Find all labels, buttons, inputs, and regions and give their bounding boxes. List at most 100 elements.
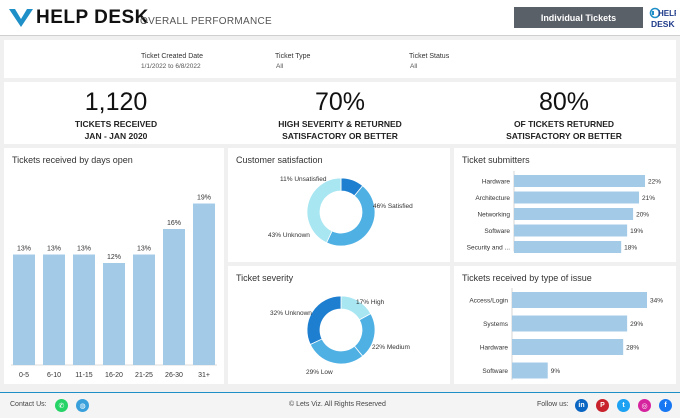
bar-value-label: 13%	[137, 246, 151, 253]
days-open-title: Tickets received by days open	[12, 155, 133, 165]
filter-ticket-status-label: Ticket Status	[409, 53, 450, 60]
bar-value-label: 19%	[197, 195, 211, 202]
whatsapp-icon[interactable]: ✆	[55, 399, 68, 412]
twitter-icon[interactable]: t	[617, 399, 630, 412]
kpi-high-severity-label: HIGH SEVERITY & RETURNED SATISFACTORY OR…	[228, 118, 452, 142]
instagram-icon[interactable]: ◎	[638, 399, 651, 412]
filter-panel: Ticket Created Date 1/1/2022 to 6/8/2022…	[4, 40, 676, 78]
x-tick-label: 31+	[198, 372, 210, 379]
filter-ticket-type-label: Ticket Type	[275, 53, 311, 60]
kpi-high-severity-value: 70%	[314, 88, 366, 116]
ticket-severity-title: Ticket severity	[236, 273, 294, 283]
ticket-severity-chart: 17% High 22% Medium 29% Low 32% Unknown	[270, 295, 410, 376]
bar-value-label: 13%	[77, 246, 91, 253]
y-tick-label: Architecture	[475, 195, 510, 202]
days-open-chart: 13% 0-5 13% 6-10 13% 11-15 12% 16-20 13% 21-25 16%…	[11, 195, 217, 379]
bar-value-label: 18%	[624, 245, 637, 252]
bar-Software	[514, 224, 628, 237]
kpi-tickets-received-label: TICKETS RECEIVED JAN - JAN 2020	[4, 118, 228, 142]
issue-type-title: Tickets received by type of issue	[462, 273, 592, 283]
y-tick-label: Software	[482, 368, 508, 375]
days-open-panel: Tickets received by days open 13% 0-5 13% 6…	[4, 148, 224, 384]
bar-value-label: 28%	[626, 345, 639, 352]
bar-16-20	[103, 263, 125, 365]
severity-slice-3	[306, 295, 342, 346]
bar-value-label: 21%	[642, 195, 655, 202]
app-title: HELP DESK	[36, 7, 149, 28]
x-tick-label: 0-5	[19, 372, 29, 379]
bar-value-label: 13%	[17, 246, 31, 253]
footer-accent-line	[0, 392, 680, 393]
x-tick-label: 16-20	[105, 372, 123, 379]
pinterest-icon[interactable]: P	[596, 399, 609, 412]
svg-text:HELP: HELP	[658, 9, 676, 18]
bar-Systems	[512, 315, 628, 332]
donut-label: 43% Unknown	[268, 232, 310, 239]
filter-ticket-status-value[interactable]: All	[410, 63, 418, 70]
bar-Networking	[514, 208, 634, 220]
donut-label: 46% Satisfied	[373, 203, 413, 210]
bar-21-25	[133, 254, 155, 365]
svg-text:DESK: DESK	[651, 19, 675, 29]
individual-tickets-button[interactable]: Individual Tickets	[514, 7, 643, 28]
donut-label: 11% Unsatisfied	[280, 176, 327, 183]
kpi-label-line: SATISFACTORY OR BETTER	[282, 131, 398, 141]
bar-value-label: 22%	[648, 179, 661, 186]
kpi-label-line: HIGH SEVERITY & RETURNED	[278, 119, 402, 129]
kpi-label-line: OF TICKETS RETURNED	[513, 119, 615, 129]
bar-value-label: 20%	[636, 212, 649, 219]
customer-satisfaction-title: Customer satisfaction	[236, 155, 323, 165]
kpi-label-line: TICKETS RECEIVED	[74, 119, 158, 129]
y-tick-label: Hardware	[482, 179, 511, 186]
x-tick-label: 26-30	[165, 372, 183, 379]
bar-value-label: 19%	[630, 228, 643, 235]
bar-Hardware	[514, 175, 645, 187]
bar-0-5	[13, 254, 35, 365]
y-tick-label: Networking	[477, 212, 510, 219]
bar-6-10	[43, 254, 65, 365]
donut-label: 22% Medium	[372, 344, 410, 351]
y-tick-label: Access/Login	[469, 298, 508, 305]
footer: Contact Us: ✆ ◍ © Lets Viz. All Rights R…	[0, 392, 680, 418]
y-tick-label: Hardware	[480, 345, 509, 352]
email-globe-icon[interactable]: ◍	[76, 399, 89, 412]
filter-created-date-value[interactable]: 1/1/2022 to 6/8/2022	[141, 63, 201, 70]
donut-label: 17% High	[356, 299, 385, 306]
follow-us-label: Follow us:	[537, 401, 569, 408]
bar-31+	[193, 203, 215, 365]
issue-type-panel: Tickets received by type of issue Access…	[454, 266, 676, 384]
facebook-icon[interactable]: f	[659, 399, 672, 412]
y-tick-label: Software	[484, 228, 510, 235]
severity-slice-2	[309, 338, 364, 365]
bar-value-label: 13%	[47, 246, 61, 253]
filter-created-date-label: Ticket Created Date	[141, 53, 203, 60]
bar-value-label: 16%	[167, 220, 181, 227]
bar-value-label: 9%	[551, 368, 561, 375]
ticket-submitters-chart: Hardware 22% Architecture 21% Networking 20% S…	[467, 171, 661, 253]
linkedin-icon[interactable]: in	[575, 399, 588, 412]
bar-Access/Login	[512, 292, 647, 308]
y-tick-label: Security and ...	[467, 245, 511, 252]
contact-us-label: Contact Us:	[10, 401, 47, 408]
kpi-returned-label: OF TICKETS RETURNED SATISFACTORY OR BETT…	[452, 118, 676, 142]
x-tick-label: 21-25	[135, 372, 153, 379]
y-tick-label: Systems	[483, 321, 509, 328]
kpi-label-line: SATISFACTORY OR BETTER	[506, 131, 622, 141]
donut-label: 32% Unknown	[270, 310, 312, 317]
satisfaction-slice-2	[306, 177, 342, 244]
filter-ticket-type-value[interactable]: All	[276, 63, 284, 70]
bar-26-30	[163, 229, 185, 365]
ticket-submitters-panel: Ticket submitters Hardware 22% Architectur…	[454, 148, 676, 262]
kpi-returned-value: 80%	[538, 88, 590, 116]
donut-label: 29% Low	[306, 369, 333, 376]
issue-type-chart: Access/Login 34% Systems 29% Hardware 28% Soft…	[469, 288, 663, 380]
ticket-severity-panel: Ticket severity 17% High 22% Medium 29% Lo…	[228, 266, 450, 384]
customer-satisfaction-chart: 11% Unsatisfied 46% Satisfied 43% Unknown	[268, 176, 413, 247]
bar-Security and ...	[514, 241, 622, 253]
helpdesk-logo-icon: HELP DESK	[649, 7, 676, 29]
kpi-label-line: JAN - JAN 2020	[84, 131, 148, 141]
bar-Architecture	[514, 191, 640, 204]
bar-value-label: 12%	[107, 254, 121, 261]
bar-value-label: 29%	[630, 321, 643, 328]
kpi-panel: 1,120 TICKETS RECEIVED JAN - JAN 2020 70…	[4, 82, 676, 144]
